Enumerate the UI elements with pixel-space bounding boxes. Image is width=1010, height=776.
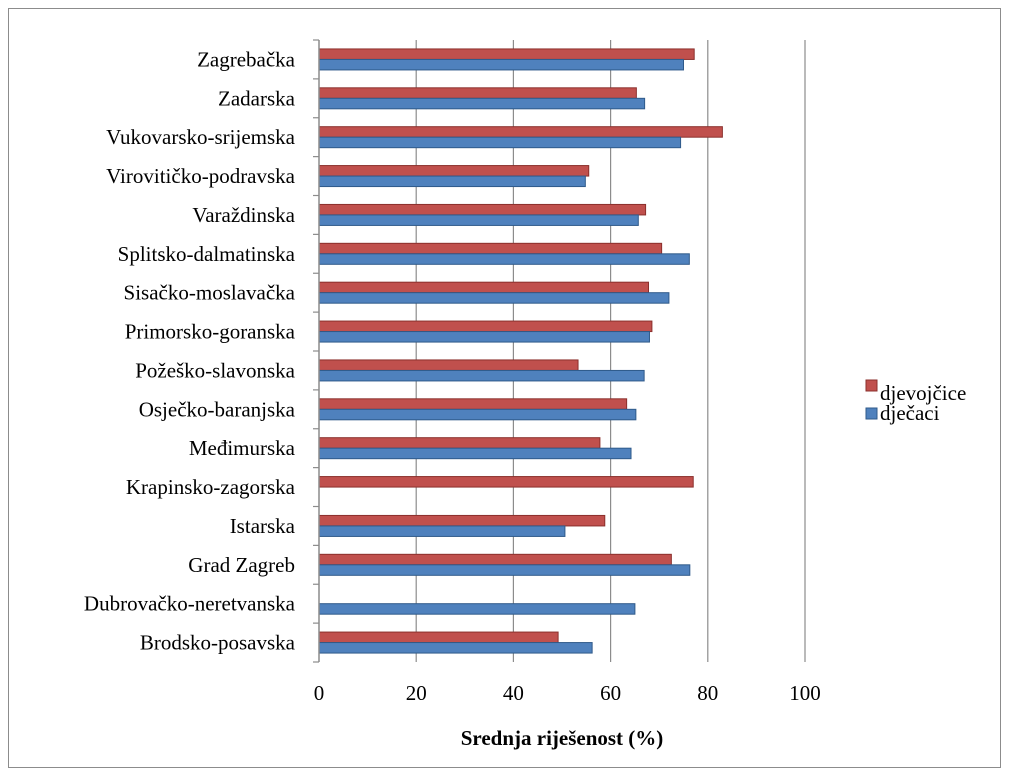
legend-label: djevojčice: [880, 381, 966, 405]
bar-djecaci-15: [318, 642, 593, 654]
x-tick-label: 0: [314, 681, 325, 705]
legend-item-djevojcice: djevojčice: [865, 379, 966, 405]
bar-djecaci-6: [318, 292, 670, 304]
x-tick-label: 100: [789, 681, 821, 705]
category-label: Zadarska: [218, 86, 296, 110]
x-axis-title: Srednja riješenost (%): [461, 726, 664, 750]
category-label: Primorsko-goranska: [125, 320, 296, 344]
category-label: Grad Zagreb: [188, 553, 295, 577]
bar-djevojcice-12: [318, 514, 606, 527]
bar-djecaci-7: [318, 331, 650, 343]
category-label: Istarska: [230, 514, 296, 538]
legend-label: dječaci: [880, 401, 940, 425]
bar-djecaci-0: [318, 58, 684, 71]
bar-djecaci-9: [318, 408, 637, 421]
category-label: Požeško-slavonska: [135, 358, 295, 382]
bar-djevojcice-1: [318, 87, 637, 99]
category-label: Virovitičko-podravska: [106, 164, 296, 188]
x-tick-label: 60: [600, 681, 621, 705]
category-labels: Zagrebačka Zadarska Vukovarsko-srijemska Vi…: [84, 47, 296, 654]
category-label: Brodsko-posavska: [140, 631, 296, 655]
category-label: Krapinsko-zagorska: [126, 475, 296, 499]
bar-djecaci-13: [318, 564, 691, 576]
legend-swatch: [865, 379, 878, 392]
bar-djecaci-14: [318, 603, 636, 615]
bar-djecaci-4: [318, 214, 639, 226]
category-label: Splitsko-dalmatinska: [118, 242, 296, 266]
bar-djevojcice-6: [318, 281, 650, 294]
bar-djevojcice-10: [318, 437, 601, 449]
bar-djecaci-12: [318, 525, 566, 537]
bar-djecaci-5: [318, 253, 690, 265]
bar-djevojcice-5: [318, 242, 663, 255]
x-tick-label: 40: [503, 681, 524, 705]
axes: [313, 39, 320, 663]
x-tick-label: 80: [697, 681, 718, 705]
category-label: Međimurska: [189, 436, 296, 460]
bar-djecaci-10: [318, 447, 632, 460]
legend-item-djecaci: dječaci: [865, 401, 940, 425]
category-label: Dubrovačko-neretvanska: [84, 592, 296, 616]
x-tick-labels: 0 20 40 60 80 100: [314, 681, 821, 705]
bar-djevojcice-7: [318, 320, 653, 333]
bar-djevojcice-11: [318, 476, 694, 488]
category-label: Zagrebačka: [197, 47, 296, 71]
bar-djecaci-8: [318, 369, 645, 382]
bar-djevojcice-8: [318, 359, 579, 371]
bar-djevojcice-4: [318, 203, 647, 216]
category-label: Osječko-baranjska: [139, 397, 296, 421]
bar-djevojcice-9: [318, 398, 628, 410]
legend-swatch: [865, 407, 878, 420]
bar-djevojcice-0: [318, 48, 695, 60]
bar-djevojcice-3: [318, 165, 590, 177]
bar-djevojcice-2: [318, 126, 723, 138]
category-label: Sisačko-moslavačka: [124, 281, 296, 305]
bar-djecaci-3: [318, 175, 586, 188]
category-label: Vukovarsko-srijemska: [106, 125, 296, 149]
bars: [318, 48, 723, 654]
bar-djevojcice-13: [318, 553, 672, 566]
bar-djecaci-1: [318, 97, 646, 110]
bar-djecaci-2: [318, 136, 682, 149]
x-tick-label: 20: [406, 681, 427, 705]
bar-djevojcice-15: [318, 631, 559, 644]
category-label: Varaždinska: [192, 203, 295, 227]
